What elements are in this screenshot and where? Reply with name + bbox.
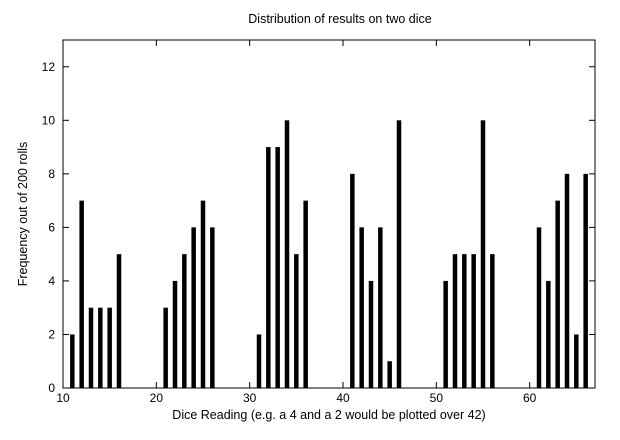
bar-32 (266, 147, 271, 388)
bar-33 (275, 147, 280, 388)
bar-62 (546, 280, 551, 388)
bar-21 (163, 307, 168, 388)
bar-56 (490, 254, 495, 388)
bar-23 (182, 254, 187, 388)
bar-51 (443, 280, 448, 388)
bar-14 (98, 307, 103, 388)
bar-13 (88, 307, 94, 388)
x-tick-label-20: 20 (150, 391, 164, 405)
bar-24 (191, 227, 196, 388)
bar-34 (284, 120, 290, 388)
bar-36 (303, 200, 308, 388)
x-axis-label: Dice Reading (e.g. a 4 and a 2 would be … (172, 408, 485, 422)
bar-35 (294, 254, 299, 388)
ticks-group: 0 2 4 6 8 10 12 10 20 30 40 50 60 (42, 40, 595, 405)
bar-53 (462, 254, 467, 388)
y-tick-label-2: 2 (48, 327, 55, 341)
x-tick-label-60: 60 (523, 391, 537, 405)
bar-43 (368, 280, 374, 388)
y-axis-label: Frequency out of 200 rolls (16, 142, 30, 287)
bar-52 (452, 254, 458, 388)
x-tick-label-10: 10 (56, 391, 70, 405)
plot-frame (62, 39, 596, 389)
bar-12 (79, 200, 84, 388)
bars-group (70, 120, 588, 388)
chart-title: Distribution of results on two dice (248, 12, 431, 26)
bar-11 (70, 334, 75, 388)
bar-46 (396, 120, 402, 388)
x-tick-label-40: 40 (336, 391, 350, 405)
bar-64 (564, 173, 570, 388)
bar-25 (200, 200, 206, 388)
bar-65 (574, 334, 579, 388)
bar-63 (555, 200, 560, 388)
bar-16 (116, 254, 122, 388)
y-tick-label-6: 6 (48, 220, 55, 234)
bar-15 (107, 307, 112, 388)
y-tick-label-4: 4 (48, 274, 55, 288)
y-tick-label-10: 10 (42, 113, 56, 127)
y-tick-label-12: 12 (42, 60, 56, 74)
bar-54 (471, 254, 476, 388)
bar-22 (172, 280, 178, 388)
bar-55 (480, 120, 486, 388)
x-tick-label-50: 50 (430, 391, 444, 405)
bar-61 (536, 227, 542, 388)
bar-44 (378, 227, 383, 388)
bar-45 (387, 361, 392, 388)
x-tick-label-30: 30 (243, 391, 257, 405)
bar-26 (210, 227, 215, 388)
bar-66 (583, 173, 588, 388)
bar-41 (350, 173, 355, 388)
y-tick-label-0: 0 (48, 381, 55, 395)
bar-42 (359, 227, 364, 388)
bar-31 (256, 334, 262, 388)
y-tick-label-8: 8 (48, 167, 55, 181)
